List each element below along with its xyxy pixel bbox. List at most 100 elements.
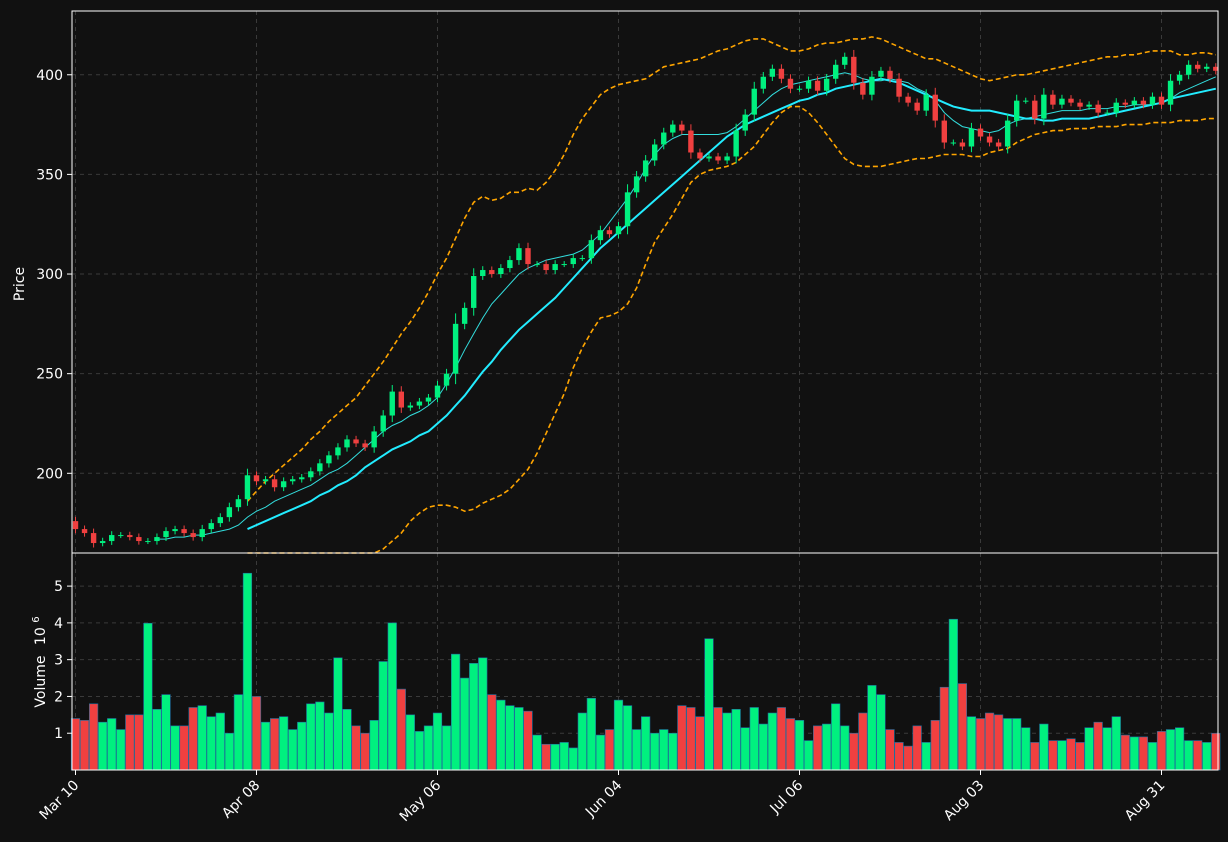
candle-body <box>154 537 160 542</box>
candle-body <box>796 88 803 90</box>
candle-body <box>715 156 721 161</box>
candle-body <box>271 479 278 488</box>
candle-body <box>570 258 576 265</box>
volume-y-tick-label: 1 <box>54 726 63 742</box>
volume-bar <box>288 729 298 771</box>
volume-bar <box>641 716 651 771</box>
candle-body <box>127 535 133 538</box>
volume-bar <box>749 707 759 771</box>
volume-bar <box>1012 718 1022 771</box>
candle-body <box>489 270 495 275</box>
candle-body <box>525 248 531 265</box>
candle-body <box>1122 102 1128 105</box>
price-y-tick-label: 250 <box>36 367 63 383</box>
candle-body <box>923 94 929 111</box>
volume-bar <box>423 725 434 771</box>
candle-body <box>823 78 830 91</box>
candle-body <box>624 192 631 227</box>
volume-bar <box>912 725 922 771</box>
volume-bar <box>351 725 361 771</box>
candle-body <box>1176 74 1183 81</box>
volume-axis-label: Volume 10 6 <box>31 616 49 707</box>
candle-body <box>434 385 441 398</box>
candle-body <box>706 156 712 159</box>
volume-bar <box>541 743 551 771</box>
volume-y-ticks: 1 2 3 4 5 <box>54 579 72 742</box>
candle-body <box>1059 98 1065 105</box>
volume-bar <box>1120 734 1130 771</box>
candle-body <box>1014 100 1020 121</box>
candle-body <box>326 455 332 464</box>
volume-bar <box>686 707 696 771</box>
volume-bar <box>179 725 189 771</box>
candle-body <box>299 477 305 480</box>
volume-bar <box>89 703 99 771</box>
volume-bar <box>930 720 940 771</box>
volume-bar <box>722 712 732 771</box>
volume-bar <box>197 705 207 771</box>
volume-bar <box>342 709 352 771</box>
volume-bar <box>1129 736 1139 771</box>
volume-bar <box>1039 723 1049 771</box>
volume-y-tick-label: 5 <box>54 579 63 595</box>
volume-bar <box>206 716 216 771</box>
volume-bar <box>152 709 162 771</box>
volume-bar <box>134 714 144 771</box>
candle-body <box>1149 96 1156 105</box>
volume-bar <box>170 725 180 771</box>
volume-bar <box>803 740 814 771</box>
volume-bar <box>1165 729 1176 771</box>
volume-bar <box>550 743 560 771</box>
volume-y-tick-label: 2 <box>54 689 63 705</box>
candle-body <box>516 248 522 261</box>
candle-body <box>814 80 821 91</box>
volume-bar <box>460 677 470 771</box>
candle-body <box>172 529 178 532</box>
volume-bar <box>622 705 633 771</box>
volume-bar <box>595 734 605 771</box>
candle-body <box>443 373 450 386</box>
moving-average-slow-line <box>247 77 1217 531</box>
volume-bar <box>505 705 515 771</box>
volume-bar <box>469 663 479 771</box>
candle-body <box>1104 112 1110 114</box>
candle-body <box>833 64 839 79</box>
candle-body <box>452 323 459 374</box>
volume-bar <box>1075 742 1085 771</box>
candle-body <box>941 120 947 143</box>
volume-bar <box>333 657 343 771</box>
volume-bar <box>496 699 506 771</box>
candle-body <box>109 535 115 542</box>
candle-body <box>416 401 423 406</box>
candle-body <box>1077 102 1083 107</box>
volume-bar <box>740 727 750 771</box>
volume-bar <box>631 729 642 771</box>
volume-bar <box>1021 727 1031 771</box>
candle-body <box>290 479 296 482</box>
volume-bar <box>487 694 497 771</box>
volume-bar <box>822 723 832 771</box>
volume-bar <box>984 712 995 771</box>
candle-body <box>362 443 368 448</box>
candle-body <box>1023 100 1029 102</box>
candle-body <box>425 397 432 402</box>
volume-bar <box>1211 732 1221 771</box>
volume-bar <box>414 731 425 771</box>
volume-bar <box>776 707 786 771</box>
volume-bar <box>1003 718 1013 771</box>
volume-bar <box>1084 727 1094 771</box>
candle-body <box>181 529 187 534</box>
volume-bar <box>849 732 859 771</box>
volume-bar <box>668 732 678 771</box>
volume-bar <box>324 712 334 771</box>
candle-body <box>308 471 314 478</box>
candle-body <box>1158 96 1165 105</box>
volume-bar <box>1156 731 1167 771</box>
volume-y-tick-label: 3 <box>54 653 63 669</box>
candle-body <box>688 130 694 153</box>
volume-bar <box>378 661 388 771</box>
volume-bar <box>306 703 316 771</box>
volume-bar <box>116 729 126 771</box>
volume-bar <box>767 712 777 771</box>
moving-average-fast-line <box>156 72 1216 540</box>
